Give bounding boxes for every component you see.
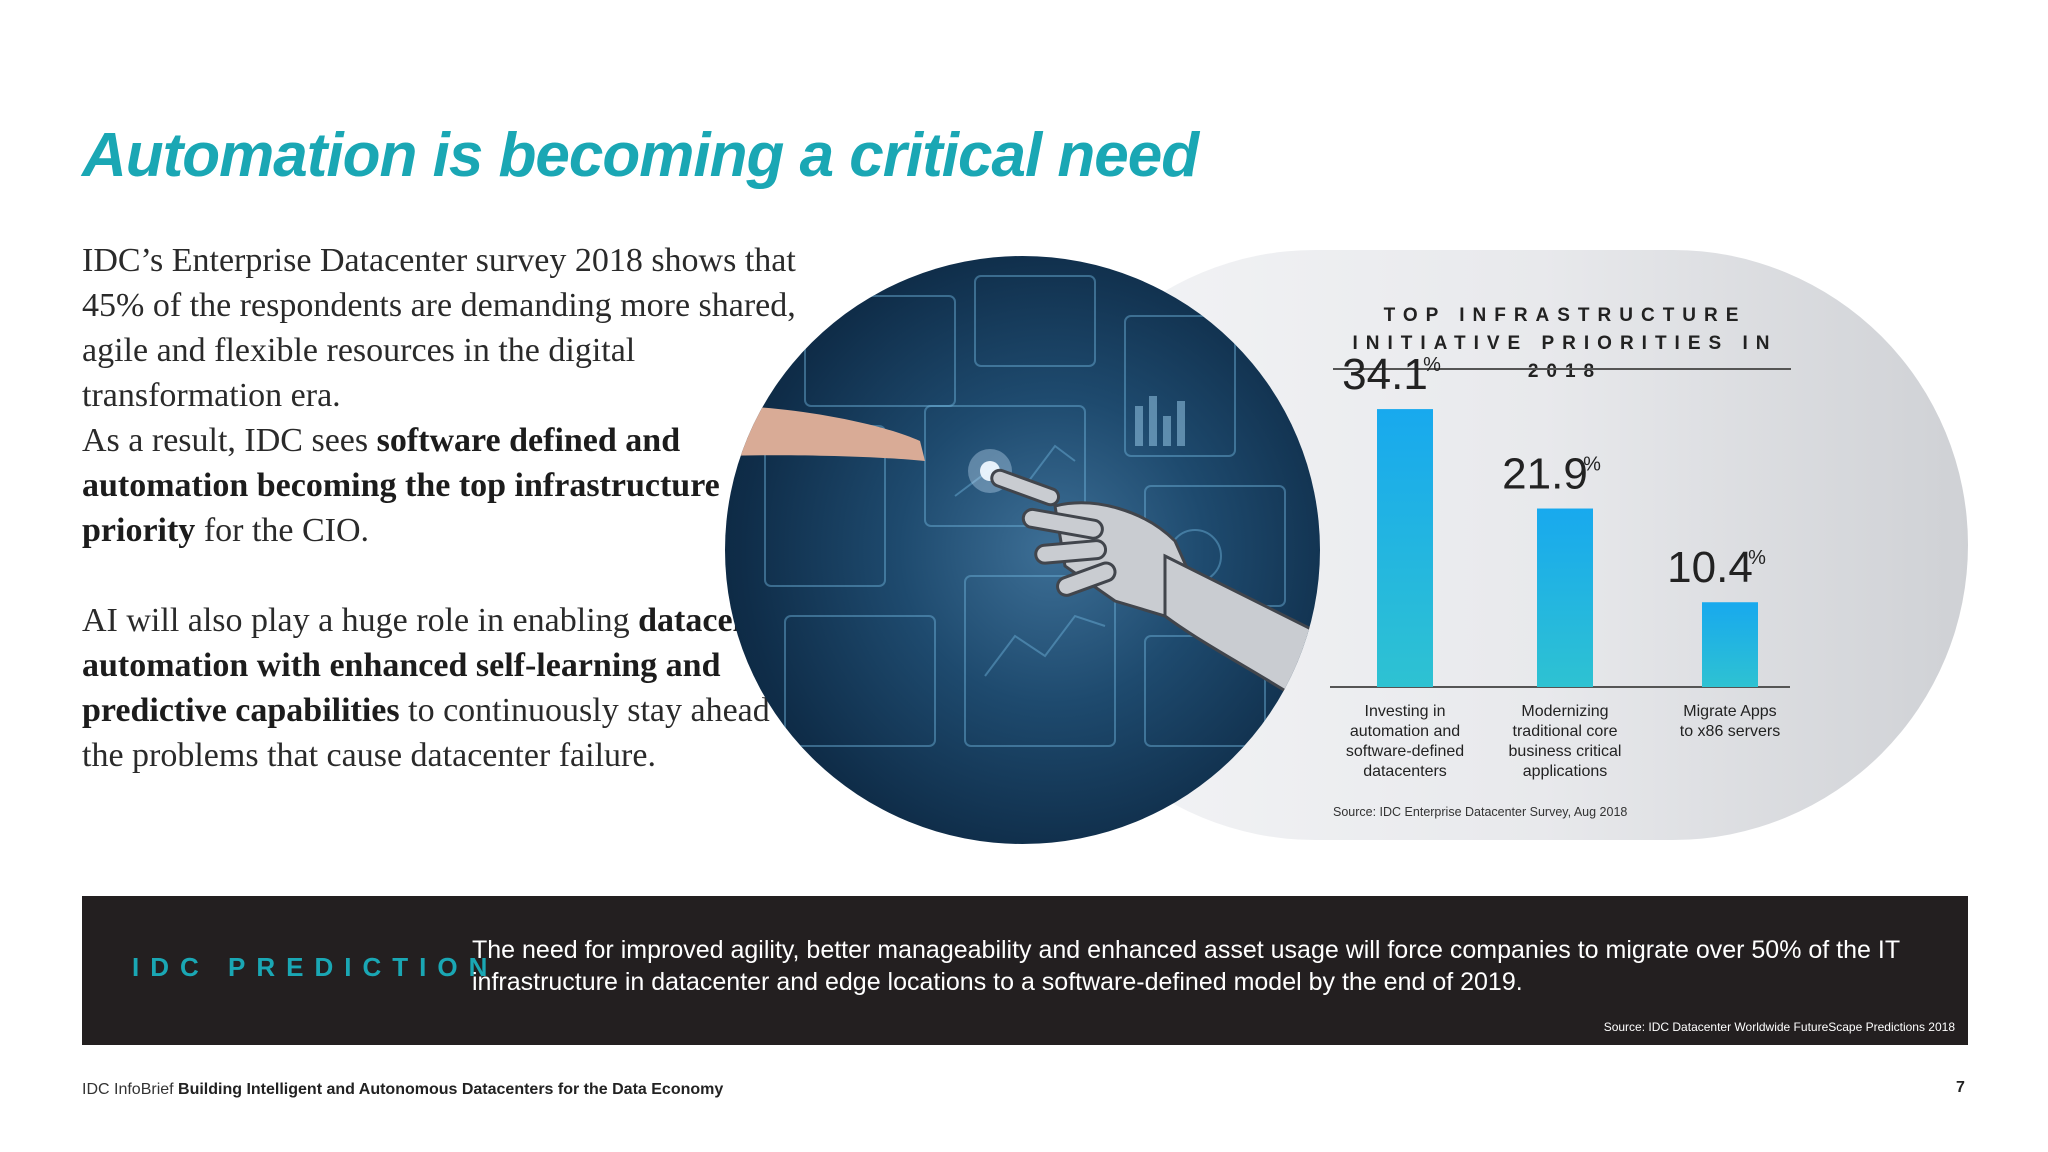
human-hand [725, 406, 925, 461]
intro-text: IDC’s Enterprise Datacenter survey 2018 … [82, 238, 822, 778]
category-label-2: Modernizing traditional core business crit… [1509, 703, 1622, 780]
bar-1 [1377, 409, 1433, 687]
bar-value-label-1: 34.1 [1342, 350, 1428, 399]
infrastructure-priorities-chart: 34.1% Investing in automation and software-… [1330, 350, 1790, 780]
bar-unit-label-3: % [1748, 547, 1766, 569]
bar-2 [1537, 508, 1593, 687]
intro-paragraph-2: AI will also play a huge role in enablin… [82, 598, 822, 778]
chart-source: Source: IDC Enterprise Datacenter Survey… [1333, 805, 1628, 819]
chart-title-rule [1333, 368, 1791, 370]
bar-value-label-3: 10.4 [1667, 543, 1753, 592]
intro-cio-text: for the CIO. [195, 512, 370, 549]
chart-title: TOP INFRASTRUCTURE INITIATIVE PRIORITIES… [1352, 305, 1778, 382]
footer: IDC InfoBrief Building Intelligent and A… [82, 1081, 723, 1099]
robot-hand-touch-image [725, 256, 1320, 844]
prediction-source: Source: IDC Datacenter Worldwide FutureS… [1603, 1020, 1955, 1034]
page-number: 7 [1956, 1079, 1965, 1096]
prediction-label: IDC PREDICTION [132, 952, 499, 982]
intro-result-text: As a result, IDC sees [82, 422, 377, 459]
bar-value-label-2: 21.9 [1502, 450, 1588, 499]
intro-highlight-priority: software defined and automation becoming… [82, 422, 720, 549]
bar-unit-label-2: % [1583, 454, 1601, 476]
page-title: Automation is becoming a critical need [82, 121, 1199, 190]
robot-hand-illustration [725, 275, 1320, 747]
intro-survey-text: IDC’s Enterprise Datacenter survey 2018 … [82, 242, 796, 414]
robot-hand [990, 468, 1320, 715]
intro-paragraph-1: IDC’s Enterprise Datacenter survey 2018 … [82, 238, 822, 553]
bar-unit-label-1: % [1423, 354, 1441, 376]
intro-failure-text: to continuously stay ahead of the proble… [82, 692, 807, 774]
prediction-banner: IDC PREDICTION The need for improved agi… [82, 896, 1968, 1045]
footer-brand: IDC InfoBrief [82, 1081, 179, 1098]
footer-title: Building Intelligent and Autonomous Data… [178, 1081, 724, 1098]
prediction-text: The need for improved agility, better ma… [472, 936, 1900, 996]
intro-ai-text: AI will also play a huge role in enablin… [82, 602, 639, 639]
category-label-3: Migrate Apps to x86 servers [1680, 703, 1780, 740]
category-label-1: Investing in automation and software-defin… [1346, 703, 1464, 780]
bar-3 [1702, 602, 1758, 687]
